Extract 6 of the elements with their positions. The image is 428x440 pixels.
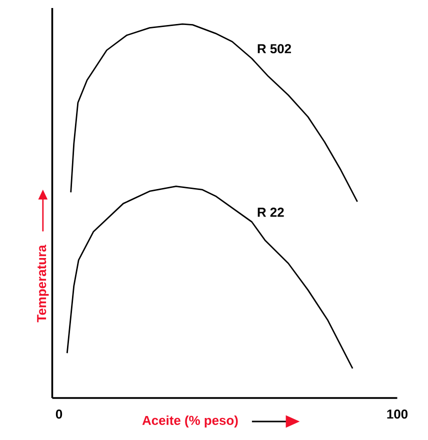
series-label: R 502 bbox=[258, 44, 292, 54]
x-axis-title: Aceite (% peso) bbox=[142, 415, 238, 428]
series-label: R 22 bbox=[258, 208, 284, 217]
y-axis-title: Temperatura bbox=[37, 244, 49, 322]
x-tick-label: 0 bbox=[56, 409, 62, 419]
x-tick-label: 100 bbox=[387, 409, 408, 419]
